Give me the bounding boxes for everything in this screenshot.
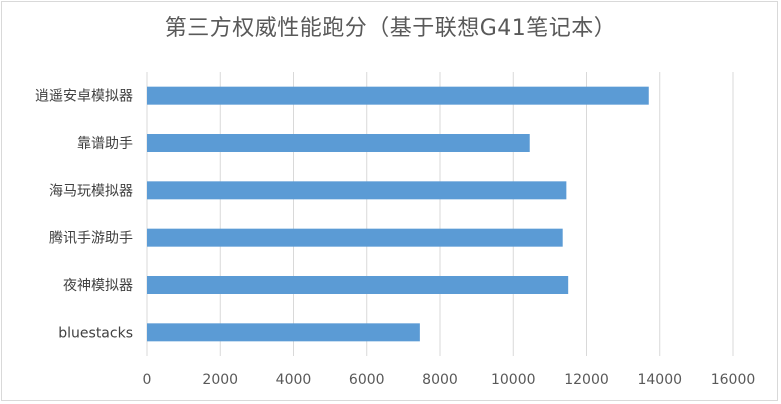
category-label: 夜神模拟器 [63,278,133,294]
bar [147,86,649,105]
bar [147,181,567,200]
x-tick-label: 12000 [564,372,609,388]
category-label: 逍遥安卓模拟器 [35,89,133,105]
x-tick-label: 16000 [711,372,756,388]
category-label: bluestacks [58,325,133,341]
x-tick-label: 4000 [276,372,312,388]
chart-title: 第三方权威性能跑分（基于联想G41笔记本） [164,16,617,41]
x-tick-label: 2000 [202,372,238,388]
bars [147,86,649,342]
category-label: 靠谱助手 [77,136,133,152]
x-tick-label: 14000 [637,372,682,388]
bar [147,134,530,152]
bar [147,228,563,247]
x-tick-labels: 0 2000 4000 6000 8000 10000 12000 14000 16000 [143,372,756,388]
grid-lines [146,72,734,356]
x-tick-label: 6000 [349,372,385,388]
x-tick-label: 8000 [422,372,458,388]
bar [147,323,420,342]
x-tick-label: 0 [143,372,152,388]
category-label: 腾讯手游助手 [49,230,133,247]
bar [147,276,569,294]
x-tick-label: 10000 [491,372,536,388]
category-label: 海马玩模拟器 [49,183,133,199]
